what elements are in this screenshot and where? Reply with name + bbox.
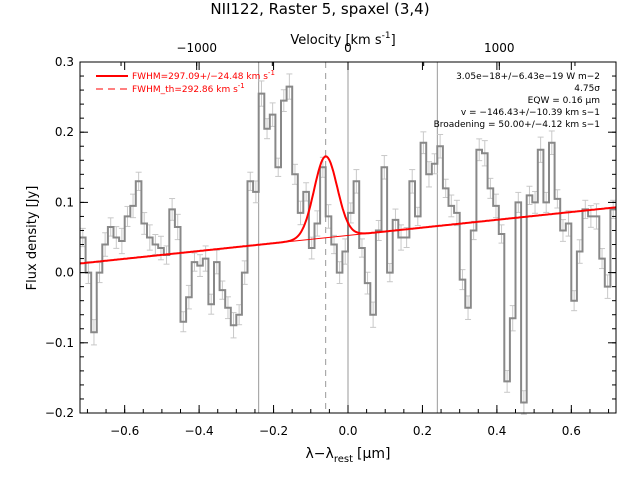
spectrum-line [80, 85, 616, 404]
top-tick-label: 1000 [484, 41, 515, 55]
legend-label-fwhm-text: FWHM=297.09+/−24.48 km s [132, 72, 268, 82]
chart-title: NII122, Raster 5, spaxel (3,4) [210, 0, 429, 18]
legend-label-fwhm-th: FWHM_th=292.86 km s-1 [132, 82, 245, 95]
top-tick-label: 0 [344, 41, 352, 55]
annotation-eqw: EQW = 0.16 μm [528, 96, 600, 106]
fit-curve [79, 155, 617, 265]
x-tick-label: −0.2 [259, 424, 288, 438]
legend-label-fwhm-sup: -1 [268, 69, 275, 77]
x-axis-label-sub: rest [334, 454, 353, 465]
top-tick-label: −1000 [176, 41, 217, 55]
y-tick-label: 0.3 [55, 55, 74, 69]
top-axis-label: Velocity [km s-1] [290, 31, 395, 48]
legend-label-fwhm-th-sup: -1 [238, 82, 245, 90]
top-axis-label-end: ] [391, 33, 396, 48]
annotation-significance: 4.75σ [574, 84, 600, 94]
x-tick-label: 0.4 [487, 424, 506, 438]
x-tick-label: −0.6 [110, 424, 139, 438]
y-axis-label: Flux density [Jy] [25, 186, 40, 291]
annotation-flux: 3.05e−18+/−6.43e−19 W m−2 [456, 72, 600, 82]
top-axis-label-sup: -1 [382, 31, 391, 41]
y-tick-label: −0.1 [45, 336, 74, 350]
legend-label-fwhm-th-text: FWHM_th=292.86 km s [132, 85, 238, 95]
x-tick-label: −0.4 [185, 424, 214, 438]
y-tick-label: 0.0 [55, 266, 74, 280]
y-tick-label: 0.2 [55, 125, 74, 139]
x-axis-label: λ−λrest [μm] [306, 446, 391, 465]
legend: FWHM=297.09+/−24.48 km s-1 FWHM_th=292.8… [96, 69, 275, 95]
annotation-broadening: Broadening = 50.00+/−4.12 km s−1 [434, 120, 600, 130]
top-axis-ticks: −1000 0 1000 [120, 41, 576, 70]
x-tick-label: 0.0 [338, 424, 357, 438]
annotation-velocity: v = −146.43+/−10.39 km s−1 [461, 108, 600, 118]
y-tick-label: −0.2 [45, 406, 74, 420]
legend-label-fwhm: FWHM=297.09+/−24.48 km s-1 [132, 69, 275, 82]
fit-series [79, 155, 617, 265]
fit-annotations: 3.05e−18+/−6.43e−19 W m−2 4.75σ EQW = 0.… [434, 72, 601, 130]
x-axis-ticks: −0.6 −0.4 −0.2 0.0 0.2 0.4 0.6 [86, 62, 610, 438]
x-axis-label-unit: [μm] [357, 446, 390, 462]
top-axis-label-text: Velocity [km s [290, 33, 382, 48]
x-tick-label: 0.6 [562, 424, 581, 438]
y-tick-label: 0.1 [55, 195, 74, 209]
x-tick-label: 0.2 [413, 424, 432, 438]
x-axis-label-main: λ−λ [306, 446, 334, 462]
spectrum-series [80, 85, 616, 404]
y-axis-ticks: −0.2 −0.1 0.0 0.1 0.2 0.3 [45, 55, 616, 420]
